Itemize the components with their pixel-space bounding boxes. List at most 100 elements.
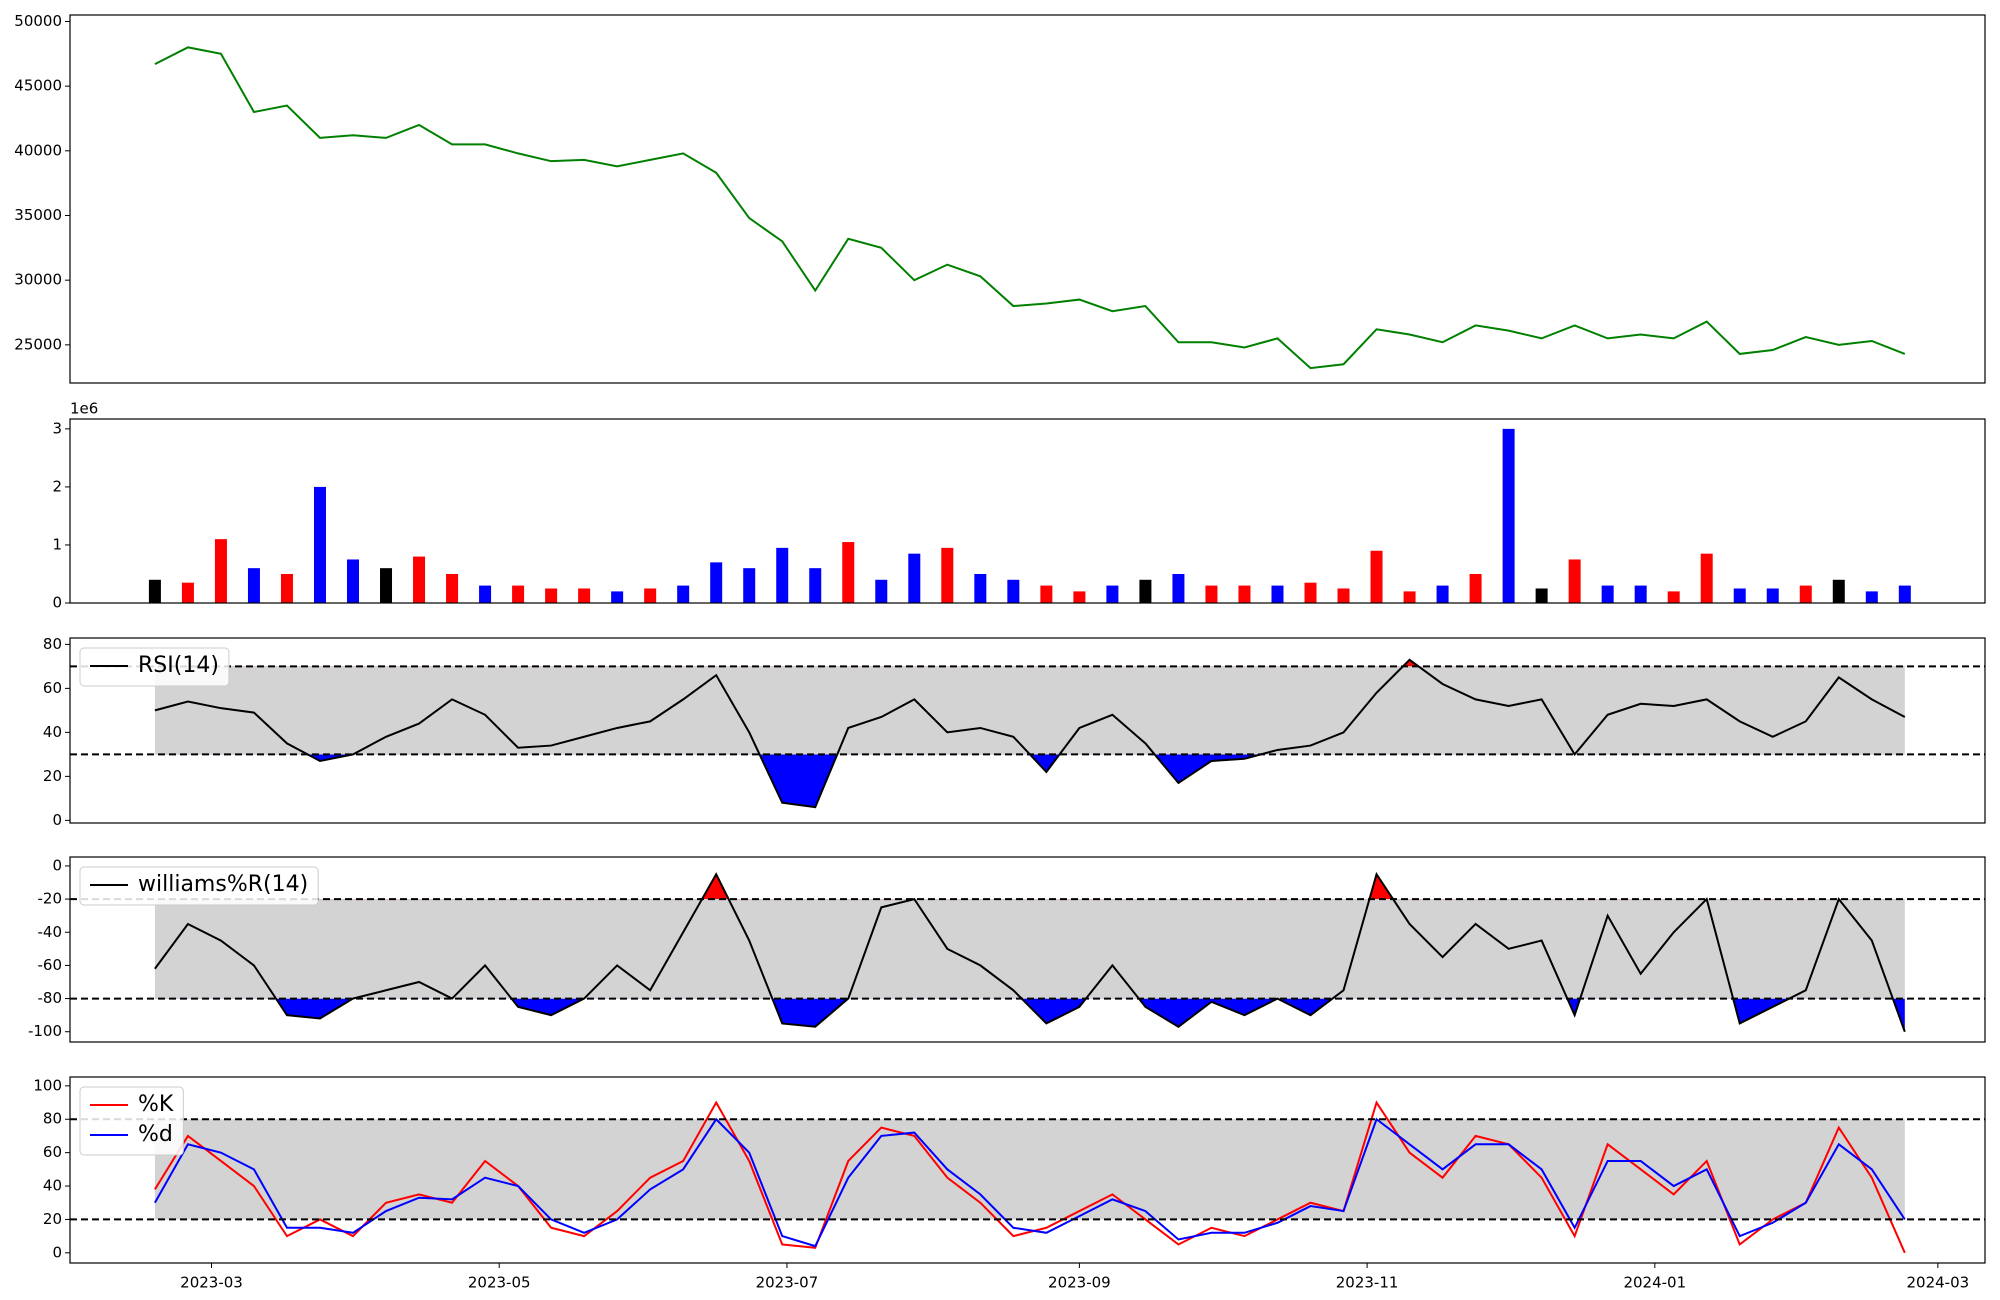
- legend-label: RSI(14): [138, 653, 219, 678]
- volume-bar: [743, 568, 756, 603]
- volume-bar: [578, 588, 591, 603]
- volume-bar: [1832, 579, 1845, 603]
- neutral-band: [154, 666, 1905, 755]
- volume-bar: [1370, 550, 1383, 603]
- y-tick-label: 0: [52, 594, 62, 612]
- y-tick-label: 60: [43, 679, 62, 697]
- volume-bar: [1898, 585, 1911, 603]
- volume-bar: [1865, 591, 1878, 603]
- volume-bar: [710, 562, 723, 603]
- panel: 0 20 40 60 80 RSI(14): [43, 635, 1986, 829]
- volume-bar: [446, 573, 459, 603]
- y-tick-label: 40: [43, 1177, 62, 1195]
- y-tick-label: -60: [38, 956, 63, 974]
- volume-bar: [1568, 559, 1581, 603]
- y-tick-label: 20: [43, 1210, 62, 1228]
- plot-frame: [69, 418, 1986, 604]
- y-tick-label: 80: [43, 635, 62, 653]
- axis-offset: 1e6: [70, 400, 98, 418]
- neutral-band: [154, 1119, 1905, 1220]
- y-tick-label: 30000: [14, 271, 62, 289]
- volume-bar: [1469, 573, 1482, 603]
- series-line: [154, 46, 1906, 370]
- y-tick-label: 0: [52, 856, 62, 874]
- x-tick-label: 2024-01: [1623, 1274, 1686, 1292]
- y-tick-label: 3: [52, 419, 62, 437]
- volume-bar: [644, 588, 657, 603]
- below-fill: [307, 754, 1261, 808]
- legend-label: %K: [138, 1092, 174, 1117]
- y-tick-label: 100: [33, 1076, 62, 1094]
- y-tick-label: 40: [43, 723, 62, 741]
- volume-bar: [479, 585, 492, 603]
- series-line: [154, 1117, 1906, 1248]
- y-tick-label: -100: [28, 1022, 62, 1040]
- volume-bar: [1337, 588, 1350, 603]
- below-fill: [275, 998, 1905, 1032]
- volume-bar: [1073, 591, 1086, 603]
- y-tick-label: 25000: [14, 335, 62, 353]
- volume-bar: [1436, 585, 1449, 603]
- panel: 0 1 2 3 1e6: [52, 400, 1986, 612]
- legend: %K %d: [79, 1086, 184, 1156]
- x-tick-label: 2023-11: [1336, 1274, 1399, 1292]
- plot-frame: [69, 856, 1986, 1043]
- volume-bar: [1403, 591, 1416, 603]
- y-tick-label: 60: [43, 1143, 62, 1161]
- volume-bar: [1238, 585, 1251, 603]
- legend-label: %d: [138, 1122, 173, 1147]
- y-tick-label: 50000: [14, 12, 62, 30]
- volume-bar: [1172, 573, 1185, 603]
- y-tick-label: 20: [43, 767, 62, 785]
- x-tick-label: 2023-05: [468, 1274, 531, 1292]
- y-tick-label: 1: [52, 535, 62, 553]
- volume-bar: [313, 486, 326, 603]
- volume-bar: [1106, 585, 1119, 603]
- volume-bar: [776, 547, 789, 603]
- x-tick-label: 2023-03: [180, 1274, 243, 1292]
- volume-bar: [677, 585, 690, 603]
- plot-frame: [69, 14, 1986, 384]
- volume-bar: [974, 573, 987, 603]
- x-tick-label: 2023-09: [1048, 1274, 1111, 1292]
- volume-bar: [1139, 579, 1152, 603]
- volume-bar: [611, 591, 624, 603]
- volume-bar: [545, 588, 558, 603]
- volume-bar: [1271, 585, 1284, 603]
- volume-bar: [875, 579, 888, 603]
- volume-bar: [1205, 585, 1218, 603]
- volume-bar: [1667, 591, 1680, 603]
- legend-box: [79, 866, 319, 906]
- y-tick-label: -20: [38, 890, 63, 908]
- legend: williams%R(14): [79, 866, 319, 906]
- volume-bar: [1634, 585, 1647, 603]
- volume-bar: [512, 585, 525, 603]
- neutral-band: [154, 899, 1905, 999]
- legend-label: williams%R(14): [138, 872, 308, 897]
- series-line: [154, 1100, 1906, 1254]
- y-tick-label: 0: [52, 811, 62, 829]
- volume-bar: [148, 579, 161, 603]
- legend-box: [79, 647, 230, 687]
- panel: 0 20 40 60 80 100 2023-03 2023-05 2023-07 2023-09…: [33, 1076, 1986, 1292]
- y-tick-label: 45000: [14, 77, 62, 95]
- series-line: [154, 871, 1906, 1033]
- volume-bar: [1502, 428, 1515, 603]
- y-tick-label: 0: [52, 1243, 62, 1261]
- volume-bar: [181, 582, 194, 603]
- panel: -100 -80 -60 -40 -20 0 williams%R(14): [28, 856, 1986, 1043]
- volume-bar: [1304, 582, 1317, 603]
- y-tick-label: 2: [52, 477, 62, 495]
- y-tick-label: 40000: [14, 141, 62, 159]
- panel: 25000 30000 35000 40000 45000 50000: [14, 12, 1986, 384]
- plot-frame: [69, 637, 1986, 824]
- volume-bar: [247, 568, 260, 603]
- volume-bar: [1700, 553, 1713, 603]
- volume-bar: [809, 568, 822, 603]
- volume-bar: [347, 559, 360, 603]
- legend: RSI(14): [79, 647, 230, 687]
- volume-bar: [413, 556, 426, 603]
- y-tick-label: -80: [38, 989, 63, 1007]
- volume-bar: [280, 573, 293, 603]
